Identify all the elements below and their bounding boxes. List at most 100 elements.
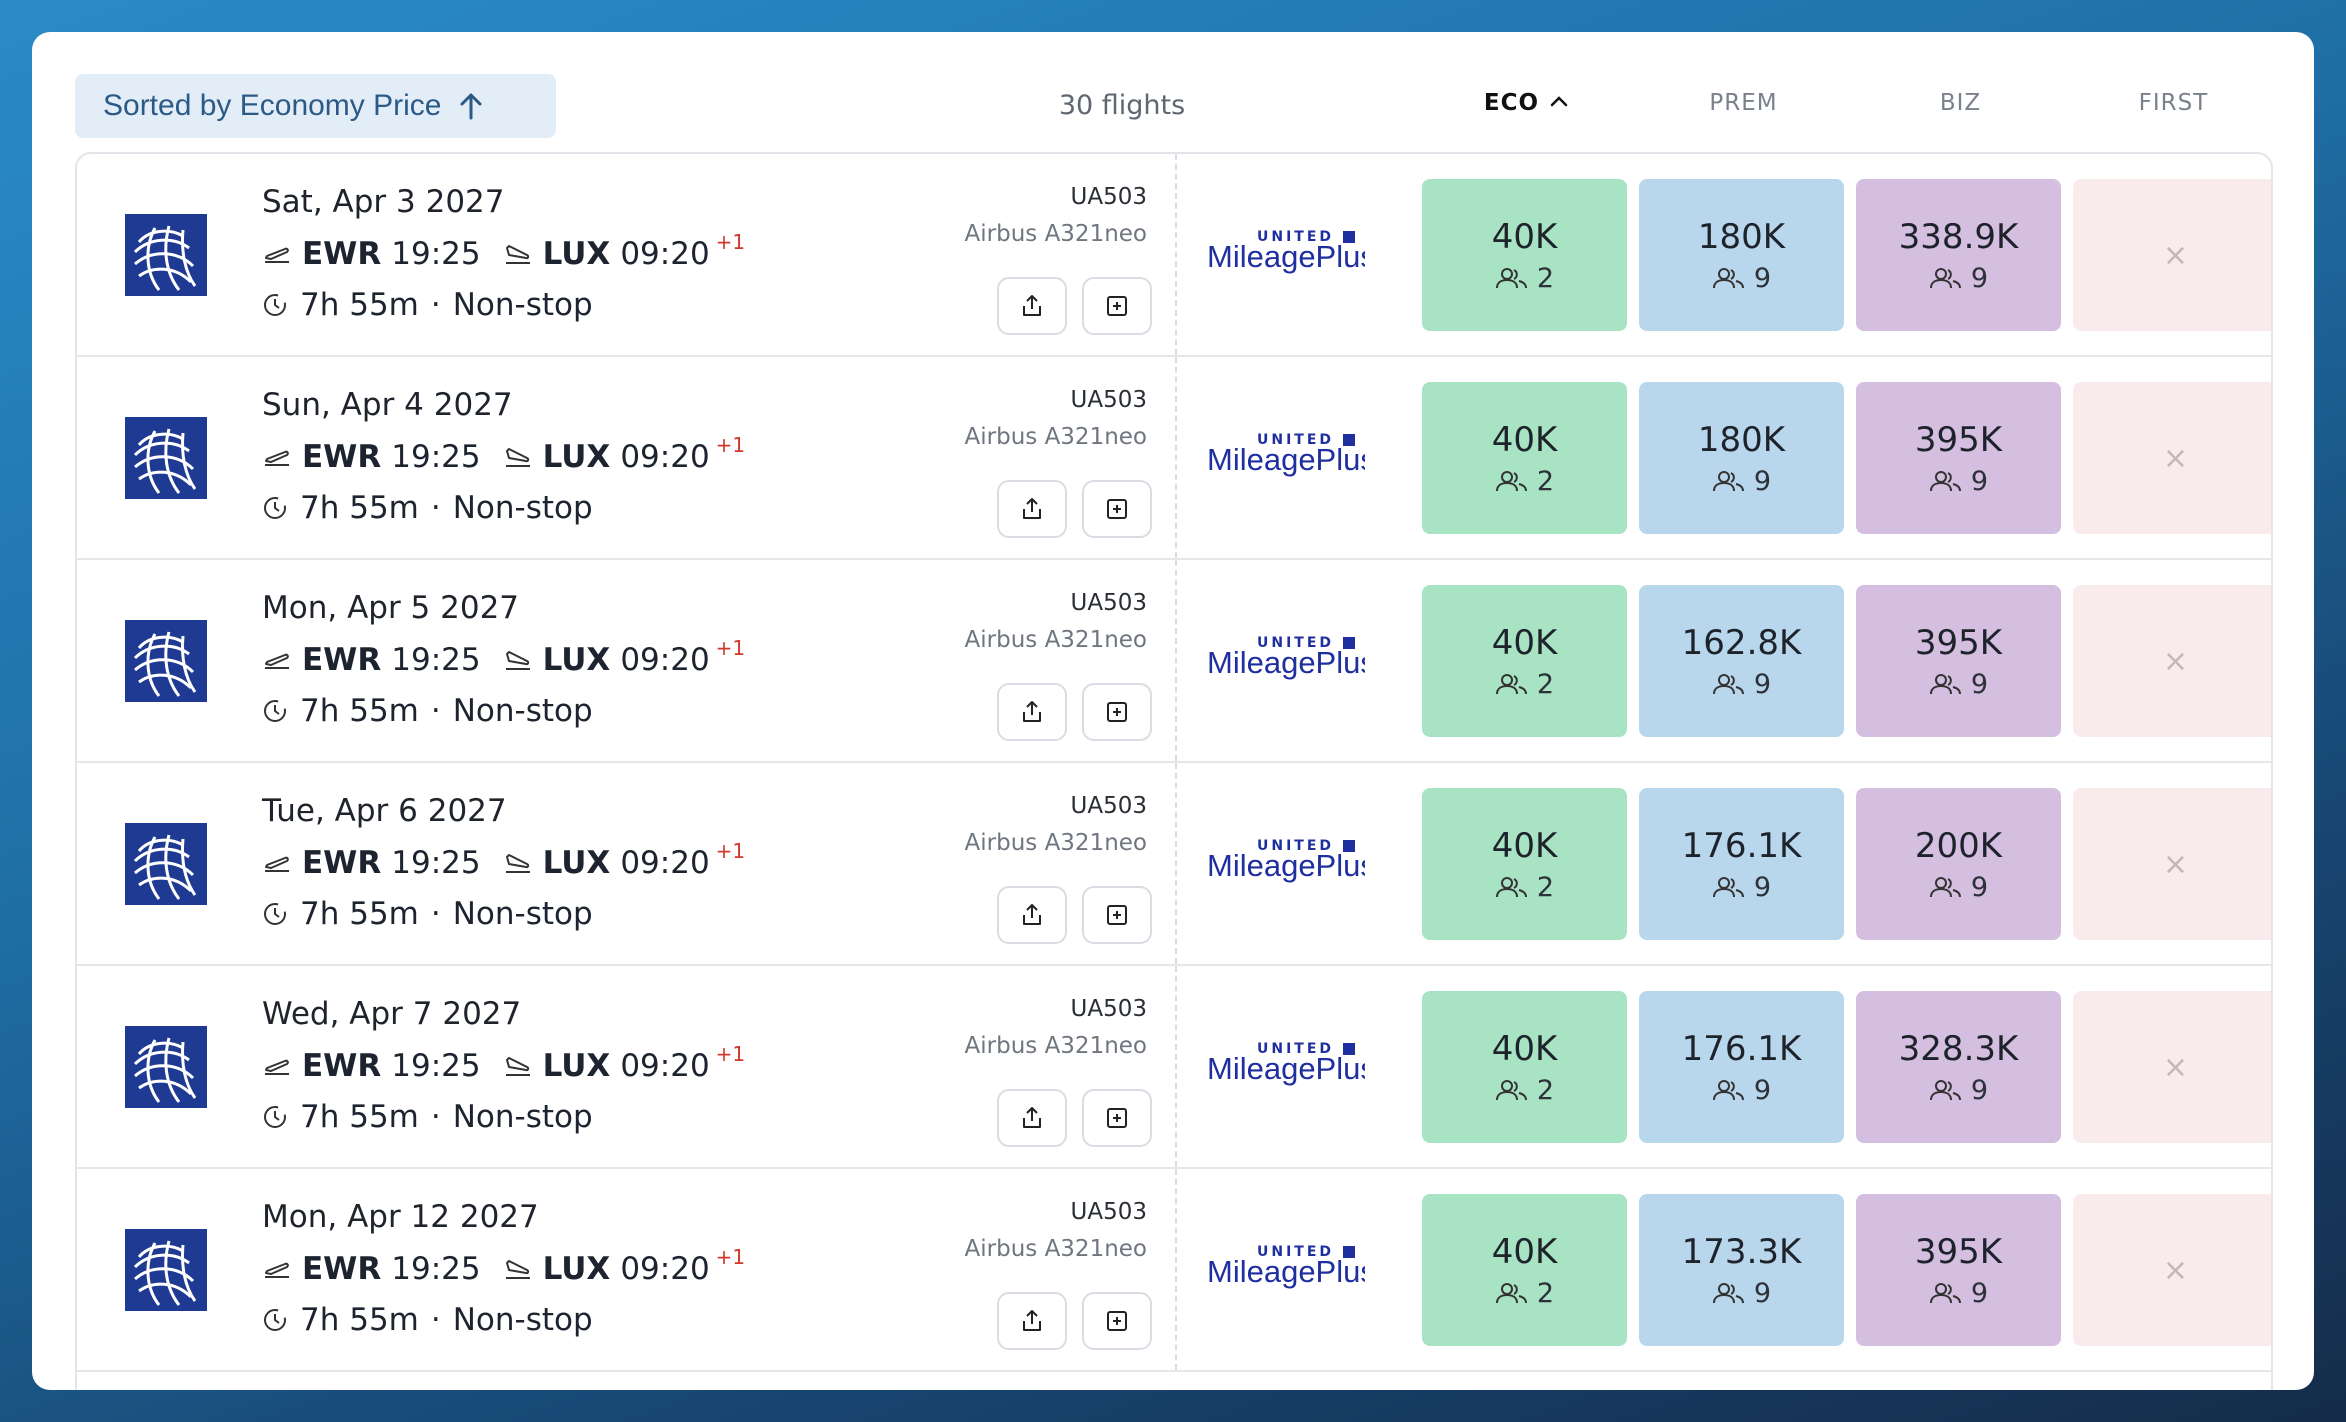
clock-icon bbox=[262, 495, 288, 521]
flight-row[interactable]: Sat, Apr 3 2027 EWR 19:25 LUX 09:20 +1 7… bbox=[77, 154, 2271, 357]
aircraft-type: Airbus A321neo bbox=[964, 1033, 1147, 1059]
add-button[interactable] bbox=[1082, 480, 1152, 538]
seat-count: 9 bbox=[1753, 871, 1772, 903]
sort-button[interactable]: Sorted by Economy Price bbox=[75, 74, 556, 138]
fare-economy[interactable]: 40K 2 bbox=[1422, 585, 1627, 737]
fare-seats: 9 bbox=[1929, 872, 1988, 903]
column-header-biz[interactable]: BIZ bbox=[1939, 90, 1982, 116]
flight-number: UA503 bbox=[1070, 184, 1147, 210]
flight-row[interactable]: Mon, Apr 12 2027 EWR 19:25 LUX 09:20 +1 … bbox=[77, 1169, 2271, 1372]
day-offset: +1 bbox=[715, 636, 746, 660]
passengers-icon bbox=[1712, 674, 1744, 695]
fare-price: 40K bbox=[1491, 216, 1558, 257]
share-icon bbox=[1023, 295, 1041, 316]
share-button[interactable] bbox=[997, 683, 1067, 741]
flight-row[interactable]: Sun, Apr 4 2027 EWR 19:25 LUX 09:20 +1 7… bbox=[77, 357, 2271, 560]
share-button[interactable] bbox=[997, 886, 1067, 944]
add-button[interactable] bbox=[1082, 277, 1152, 335]
flight-times: EWR 19:25 LUX 09:20 +1 bbox=[262, 636, 745, 678]
fare-business[interactable]: 200K 9 bbox=[1856, 788, 2061, 940]
row-divider bbox=[1175, 560, 1177, 761]
add-button[interactable] bbox=[1082, 683, 1152, 741]
passengers-icon bbox=[1712, 268, 1744, 289]
add-button[interactable] bbox=[1082, 1089, 1152, 1147]
fare-premium[interactable]: 162.8K 9 bbox=[1639, 585, 1844, 737]
arrival-icon bbox=[503, 851, 533, 875]
add-button[interactable] bbox=[1082, 1292, 1152, 1350]
add-icon bbox=[1107, 1108, 1127, 1128]
clock-icon bbox=[262, 901, 288, 927]
flight-times: EWR 19:25 LUX 09:20 +1 bbox=[262, 230, 745, 272]
fare-seats: 9 bbox=[1929, 1278, 1988, 1309]
fare-business[interactable]: 338.9K 9 bbox=[1856, 179, 2061, 331]
chevron-up-icon bbox=[1550, 96, 1568, 107]
fare-business[interactable]: 395K 9 bbox=[1856, 382, 2061, 534]
fare-economy[interactable]: 40K 2 bbox=[1422, 1194, 1627, 1346]
column-header-first[interactable]: FIRST bbox=[2138, 90, 2209, 116]
seat-count: 9 bbox=[1970, 1277, 1989, 1309]
stops-value: Non-stop bbox=[452, 693, 593, 729]
column-header-prem[interactable]: PREM bbox=[1709, 90, 1778, 116]
fare-premium[interactable]: 180K 9 bbox=[1639, 382, 1844, 534]
fare-business[interactable]: 395K 9 bbox=[1856, 585, 2061, 737]
departure-airport: EWR bbox=[302, 1251, 382, 1287]
flight-count: 30 flights bbox=[1058, 90, 1186, 121]
fare-premium[interactable]: 173.3K 9 bbox=[1639, 1194, 1844, 1346]
share-button[interactable] bbox=[997, 1292, 1067, 1350]
fare-seats: 9 bbox=[1712, 263, 1771, 294]
column-header-eco[interactable]: ECO bbox=[1424, 90, 1629, 116]
add-icon bbox=[1107, 702, 1127, 722]
flight-times: EWR 19:25 LUX 09:20 +1 bbox=[262, 1042, 745, 1084]
departure-icon bbox=[262, 242, 292, 266]
mileageplus-logo-bottom: MileagePlus bbox=[1207, 1051, 1365, 1086]
mileageplus-logo: UNITED MileagePlus bbox=[1207, 229, 1365, 274]
fare-price: 395K bbox=[1914, 419, 2003, 460]
arrival-airport: LUX bbox=[542, 1251, 611, 1287]
add-button[interactable] bbox=[1082, 886, 1152, 944]
fare-price: 40K bbox=[1491, 419, 1558, 460]
clock-icon bbox=[262, 1104, 288, 1130]
flight-row[interactable]: Tue, Apr 6 2027 EWR 19:25 LUX 09:20 +1 7… bbox=[77, 763, 2271, 966]
arrival-icon bbox=[503, 242, 533, 266]
departure-icon bbox=[262, 851, 292, 875]
clock-icon bbox=[262, 292, 288, 318]
clock-icon bbox=[262, 698, 288, 724]
mileageplus-logo-top: UNITED bbox=[1257, 432, 1334, 448]
day-offset: +1 bbox=[715, 1245, 746, 1269]
arrival-airport: LUX bbox=[542, 1048, 611, 1084]
fare-economy[interactable]: 40K 2 bbox=[1422, 788, 1627, 940]
fare-seats: 2 bbox=[1495, 872, 1554, 903]
arrival-time: 09:20 bbox=[620, 1251, 710, 1287]
share-button[interactable] bbox=[997, 480, 1067, 538]
flight-duration: 7h 55m · Non-stop bbox=[262, 693, 593, 729]
fare-first: × bbox=[2073, 788, 2271, 940]
fare-seats: 2 bbox=[1495, 466, 1554, 497]
flight-duration: 7h 55m · Non-stop bbox=[262, 1099, 593, 1135]
fare-economy[interactable]: 40K 2 bbox=[1422, 991, 1627, 1143]
fare-premium[interactable]: 176.1K 9 bbox=[1639, 991, 1844, 1143]
arrival-time: 09:20 bbox=[620, 439, 710, 475]
fare-first: × bbox=[2073, 1194, 2271, 1346]
share-icon bbox=[1023, 904, 1041, 925]
flight-row[interactable]: Wed, Apr 7 2027 EWR 19:25 LUX 09:20 +1 7… bbox=[77, 966, 2271, 1169]
share-button[interactable] bbox=[997, 277, 1067, 335]
fare-business[interactable]: 328.3K 9 bbox=[1856, 991, 2061, 1143]
fare-seats: 9 bbox=[1712, 1278, 1771, 1309]
seat-count: 9 bbox=[1970, 668, 1989, 700]
fare-economy[interactable]: 40K 2 bbox=[1422, 382, 1627, 534]
fare-premium[interactable]: 180K 9 bbox=[1639, 179, 1844, 331]
fare-economy[interactable]: 40K 2 bbox=[1422, 179, 1627, 331]
fare-seats: 2 bbox=[1495, 669, 1554, 700]
flight-row[interactable]: Mon, Apr 5 2027 EWR 19:25 LUX 09:20 +1 7… bbox=[77, 560, 2271, 763]
flight-duration: 7h 55m · Non-stop bbox=[262, 490, 593, 526]
fare-premium[interactable]: 176.1K 9 bbox=[1639, 788, 1844, 940]
departure-icon bbox=[262, 1054, 292, 1078]
fare-seats: 9 bbox=[1712, 872, 1771, 903]
aircraft-type: Airbus A321neo bbox=[964, 627, 1147, 653]
share-button[interactable] bbox=[997, 1089, 1067, 1147]
fare-business[interactable]: 395K 9 bbox=[1856, 1194, 2061, 1346]
fare-price: 338.9K bbox=[1898, 216, 2019, 257]
day-offset: +1 bbox=[715, 230, 746, 254]
flight-number: UA503 bbox=[1070, 793, 1147, 819]
seat-count: 2 bbox=[1536, 262, 1555, 294]
